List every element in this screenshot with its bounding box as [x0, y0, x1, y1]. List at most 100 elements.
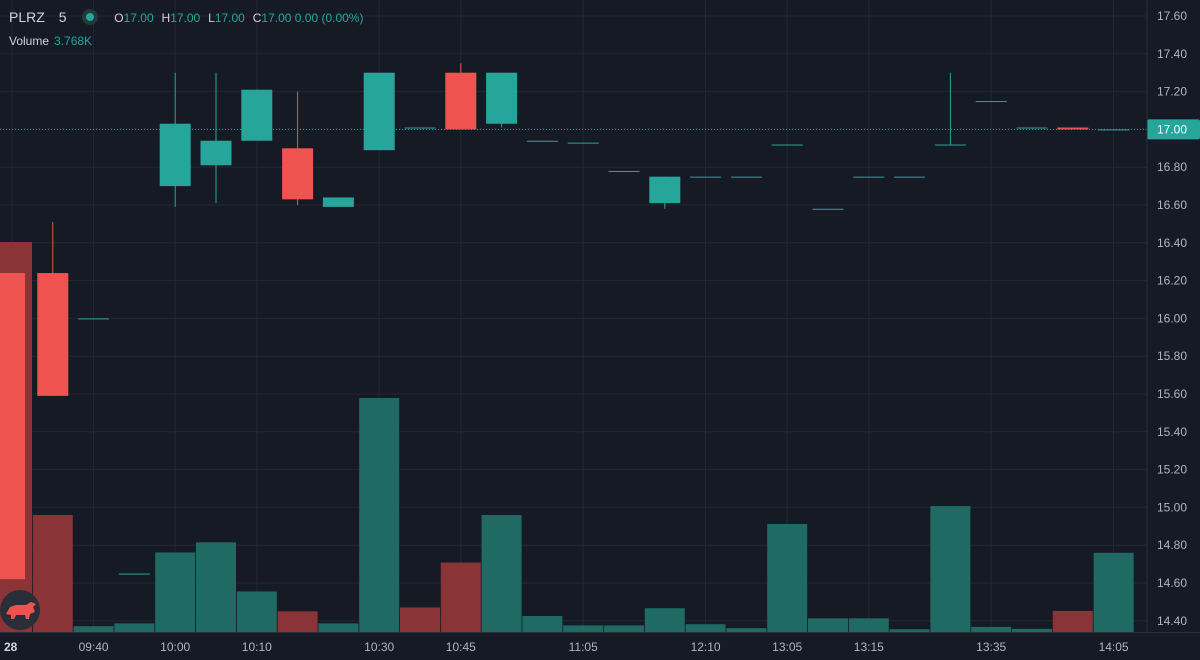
- candle: [200, 72, 232, 204]
- candle: [363, 72, 395, 151]
- candle-body: [322, 197, 354, 207]
- volume-bar: [359, 398, 400, 632]
- volume-bar: [440, 562, 481, 632]
- volume-bar: [563, 625, 604, 632]
- candle: [1016, 127, 1048, 129]
- volume-bar: [114, 623, 155, 632]
- candle-body: [159, 123, 191, 187]
- candle-body: [730, 176, 762, 178]
- time-tick-label: 28: [4, 640, 18, 654]
- volume-bar: [481, 515, 522, 632]
- candle-body: [0, 273, 25, 580]
- volume-bar: [848, 618, 889, 632]
- price-axis[interactable]: 17.60 17.40 17.20 16.80 16.60 16.40 16.20 16.00…: [1157, 9, 1187, 628]
- candle-body: [37, 273, 69, 396]
- candle: [445, 63, 477, 130]
- candle-body: [771, 144, 803, 146]
- candle-body: [1016, 127, 1048, 129]
- volume-value: 3.768K: [54, 34, 93, 48]
- time-axis[interactable]: 28 09:40 10:00 10:10 10:30 10:45 11:05 12:10 13:…: [4, 640, 1129, 654]
- volume-bar: [236, 591, 277, 632]
- candle-body: [934, 144, 966, 146]
- price-tick-label: 14.60: [1157, 576, 1187, 590]
- volume-bar: [1012, 628, 1052, 632]
- candle: [894, 176, 926, 178]
- candle-body: [975, 101, 1007, 103]
- volume-legend[interactable]: Volume 3.768K: [9, 33, 92, 49]
- volume-bar: [685, 624, 726, 632]
- candle-body: [567, 142, 599, 144]
- candle-body: [282, 148, 314, 200]
- time-tick-label: 13:15: [854, 640, 884, 654]
- price-tick-label: 16.80: [1157, 160, 1187, 174]
- candle: [159, 72, 191, 207]
- market-status-icon: [82, 9, 99, 25]
- time-tick-label: 11:05: [569, 640, 598, 654]
- price-tick-label: 17.20: [1157, 85, 1187, 99]
- volume-label: Volume: [9, 34, 50, 48]
- candle: [78, 318, 110, 320]
- close-value: 17.00 0.00 (0.00%): [261, 11, 364, 25]
- volume-bar: [930, 506, 971, 632]
- time-tick-label: 10:30: [364, 640, 394, 654]
- candle: [567, 142, 599, 144]
- price-tick-label: 15.60: [1157, 387, 1187, 401]
- price-tick-label: 16.40: [1157, 236, 1187, 250]
- time-tick-label: 13:05: [772, 640, 802, 654]
- candle: [690, 176, 722, 178]
- volume-bar: [1052, 610, 1093, 632]
- time-tick-label: 10:10: [242, 640, 272, 654]
- time-tick-label: 12:10: [691, 640, 721, 654]
- ticker-symbol[interactable]: PLRZ: [9, 9, 45, 25]
- candle: [771, 144, 803, 146]
- candlesticks: [0, 63, 1130, 580]
- high-value: 17.00: [170, 11, 201, 25]
- candle: [975, 101, 1007, 103]
- candle: [934, 72, 966, 146]
- volume-bar: [400, 607, 440, 632]
- candle: [486, 72, 518, 128]
- candle-body: [812, 208, 844, 210]
- candle-body: [608, 170, 640, 172]
- price-tick-label: 14.80: [1157, 538, 1187, 552]
- price-tick-label: 14.40: [1157, 614, 1187, 628]
- volume-bar: [196, 542, 236, 632]
- interval-label[interactable]: 5: [58, 9, 67, 25]
- price-tick-label: 15.20: [1157, 463, 1187, 477]
- open-label: O: [114, 11, 124, 25]
- candle-body: [118, 573, 150, 575]
- candle: [1057, 127, 1089, 130]
- price-tick-label: 16.00: [1157, 311, 1187, 325]
- volume-bar: [808, 618, 848, 632]
- candle: [0, 273, 25, 580]
- volume-bar: [318, 623, 359, 632]
- last-price-badge: [1147, 119, 1200, 140]
- last-price-line: 17.00: [0, 119, 1200, 140]
- candle-body: [241, 89, 273, 141]
- close-label: C: [252, 11, 262, 25]
- candle-body: [894, 176, 926, 178]
- bull-logo-icon[interactable]: [0, 590, 44, 630]
- price-tick-label: 16.60: [1157, 198, 1187, 212]
- candle-body: [404, 127, 436, 129]
- candle-body: [200, 140, 232, 166]
- symbol-legend[interactable]: PLRZ 5 O17.00 H17.00 L17.00 C17.00 0.00 …: [9, 8, 363, 27]
- candle-body: [363, 72, 395, 151]
- candle: [118, 573, 150, 575]
- candle-body: [486, 72, 518, 124]
- candle: [812, 208, 844, 210]
- price-tick-label: 15.00: [1157, 500, 1187, 514]
- price-tick-label: 17.60: [1157, 9, 1187, 23]
- volume-bar: [604, 625, 644, 632]
- low-label: L: [208, 11, 215, 25]
- time-tick-label: 13:35: [976, 640, 1006, 654]
- candle: [322, 197, 354, 207]
- price-tick-label: 15.80: [1157, 349, 1187, 363]
- time-tick-label: 09:40: [79, 640, 109, 654]
- candle: [526, 140, 558, 142]
- price-tick-label: 17.40: [1157, 47, 1187, 61]
- price-tick-label: 15.40: [1157, 425, 1187, 439]
- open-value: 17.00: [123, 11, 154, 25]
- candle-body: [445, 72, 477, 130]
